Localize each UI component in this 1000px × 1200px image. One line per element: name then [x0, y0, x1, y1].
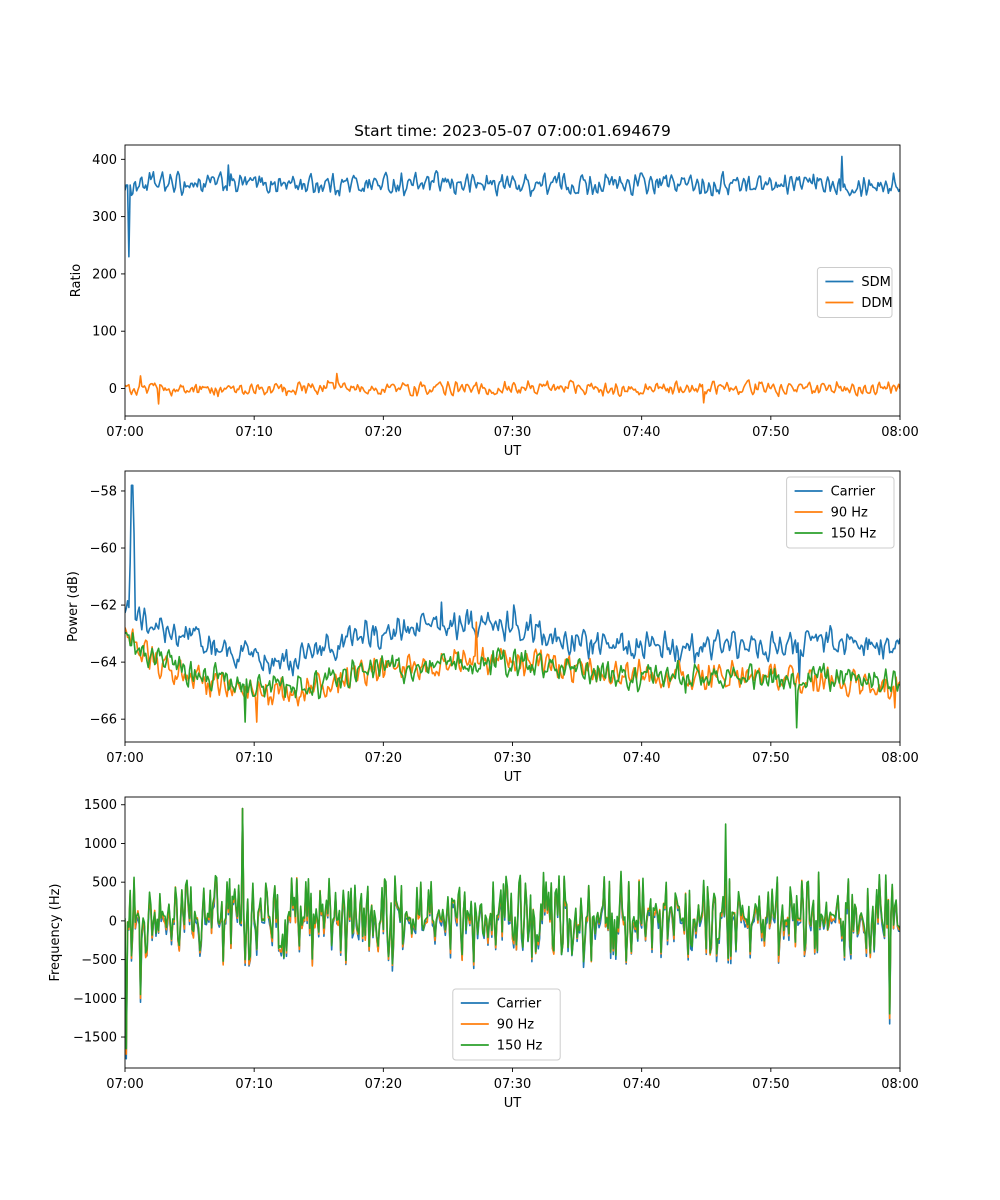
- series-line-150-hz: [125, 631, 900, 729]
- x-tick-label: 07:10: [235, 425, 272, 440]
- x-tick-label: 07:40: [623, 425, 660, 440]
- legend: SDM DDM: [816, 267, 893, 318]
- legend-entry: SDM: [861, 275, 890, 290]
- legend-box: [452, 988, 561, 1061]
- x-tick-label: 07:20: [365, 1077, 402, 1092]
- subplot-1: 07:00 07:10 07:20 07:30 07:40 07:50 08:00 0 100 2…: [69, 144, 919, 459]
- subplot-2: 07:00 07:10 07:20 07:30 07:40 07:50 08:00 −66 −6…: [66, 470, 919, 785]
- y-tick-label: 100: [92, 325, 117, 340]
- x-axis-label: UT: [504, 1096, 522, 1111]
- x-tick-label: 08:00: [881, 751, 918, 766]
- y-tick-label: −62: [90, 599, 117, 614]
- y-tick-label: 500: [92, 876, 117, 891]
- series-group: [125, 155, 900, 405]
- subplot-3: 07:00 07:10 07:20 07:30 07:40 07:50 08:00 −1500…: [48, 796, 919, 1111]
- series-group: [125, 807, 900, 1060]
- legend-entry: 150 Hz: [831, 527, 877, 542]
- legend-entry: Carrier: [497, 997, 542, 1012]
- x-tick-label: 07:00: [106, 1077, 143, 1092]
- y-axis-label: Power (dB): [66, 571, 81, 642]
- y-tick-label: 300: [92, 210, 117, 225]
- series-line-150-hz: [125, 807, 900, 1050]
- legend-entry: 150 Hz: [497, 1039, 543, 1054]
- y-tick-label: −60: [90, 542, 117, 557]
- y-tick-label: 200: [92, 267, 117, 282]
- x-tick-label: 08:00: [881, 425, 918, 440]
- y-tick-label: 0: [109, 382, 117, 397]
- y-axis-label: Ratio: [69, 264, 84, 297]
- legend-box: [786, 476, 895, 549]
- x-tick-label: 07:20: [365, 425, 402, 440]
- legend-box: [816, 267, 893, 318]
- y-tick-label: −1500: [73, 1031, 117, 1046]
- series-line-ddm: [125, 372, 900, 405]
- series-line-carrier: [125, 484, 900, 683]
- legend: Carrier 90 Hz 150 Hz: [452, 988, 561, 1061]
- y-axis-label: Frequency (Hz): [48, 883, 63, 981]
- y-tick-label: 0: [109, 914, 117, 929]
- x-tick-label: 07:50: [752, 751, 789, 766]
- y-tick-label: −64: [90, 656, 117, 671]
- series-line-sdm: [125, 155, 900, 258]
- legend-entry: DDM: [861, 296, 892, 311]
- legend-entry: 90 Hz: [497, 1018, 534, 1033]
- x-tick-label: 07:30: [494, 751, 531, 766]
- y-tick-label: −58: [90, 484, 117, 499]
- y-tick-label: 400: [92, 153, 117, 168]
- x-tick-label: 07:40: [623, 1077, 660, 1092]
- x-axis-label: UT: [504, 444, 522, 459]
- x-tick-label: 07:30: [494, 425, 531, 440]
- x-tick-label: 07:10: [235, 751, 272, 766]
- x-tick-label: 07:50: [752, 425, 789, 440]
- series-group: [125, 484, 900, 729]
- x-axis-label: UT: [504, 770, 522, 785]
- y-tick-label: −1000: [73, 992, 117, 1007]
- x-tick-label: 07:10: [235, 1077, 272, 1092]
- x-tick-label: 07:40: [623, 751, 660, 766]
- legend: Carrier 90 Hz 150 Hz: [786, 476, 895, 549]
- legend-entry: 90 Hz: [831, 506, 868, 521]
- y-tick-label: −66: [90, 713, 117, 728]
- y-tick-label: 1000: [84, 837, 117, 852]
- legend-entry: Carrier: [831, 485, 876, 500]
- x-tick-label: 07:00: [106, 425, 143, 440]
- x-tick-label: 07:50: [752, 1077, 789, 1092]
- x-tick-label: 07:00: [106, 751, 143, 766]
- x-tick-label: 08:00: [881, 1077, 918, 1092]
- figure-title: Start time: 2023-05-07 07:00:01.694679: [354, 122, 671, 140]
- y-tick-label: 1500: [84, 798, 117, 813]
- y-tick-label: −500: [81, 953, 117, 968]
- x-tick-label: 07:20: [365, 751, 402, 766]
- x-tick-label: 07:30: [494, 1077, 531, 1092]
